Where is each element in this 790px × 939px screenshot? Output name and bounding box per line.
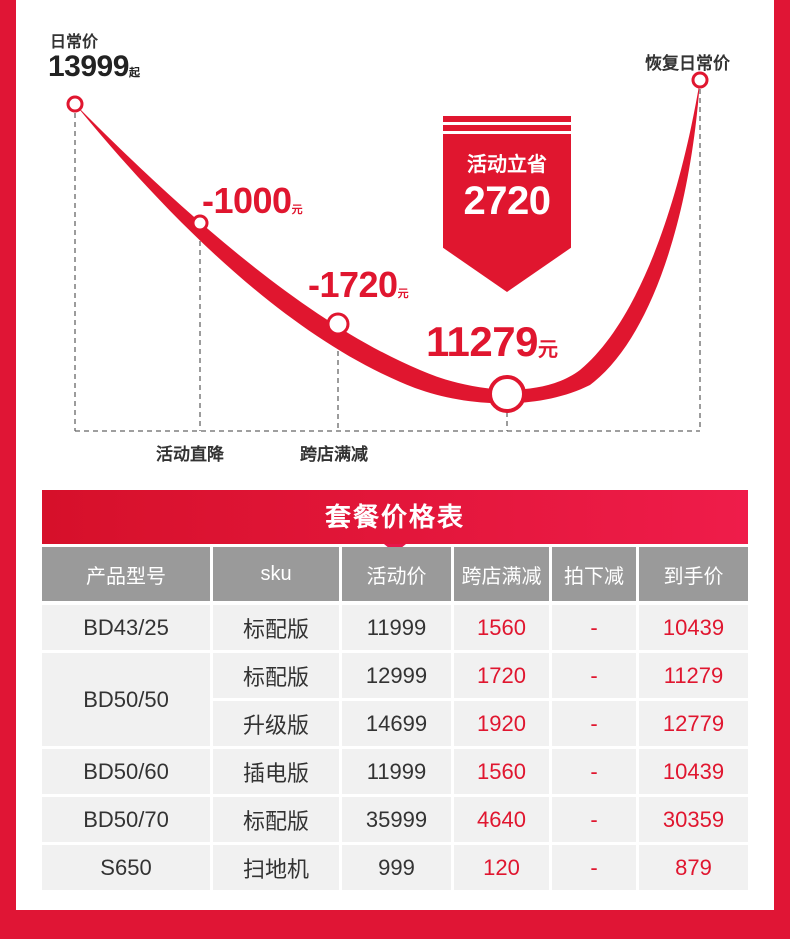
cell-price: 11999 (342, 601, 454, 650)
header-final: 到手价 (639, 547, 748, 601)
start-price-suffix: 起 (128, 67, 140, 79)
drop1-group: -1000元 (202, 180, 303, 222)
cell-price: 14699 (342, 698, 454, 746)
final-price-group: 11279元 (426, 318, 558, 366)
cell-discount: 4640 (454, 794, 552, 842)
marker-step1 (191, 214, 209, 232)
cell-final: 30359 (639, 794, 748, 842)
cell-price: 11999 (342, 746, 454, 794)
header-sku: sku (213, 547, 342, 601)
cell-sku: 插电版 (213, 746, 342, 794)
cell-final: 10439 (639, 746, 748, 794)
badge-amount: 2720 (463, 179, 551, 223)
cell-minus: - (552, 601, 639, 650)
cell-sku: 标配版 (213, 794, 342, 842)
marker-low (488, 375, 526, 413)
end-label: 恢复日常价 (645, 54, 730, 73)
cell-discount: 1560 (454, 601, 552, 650)
step1-label: 活动直降 (156, 445, 224, 464)
final-price: 11279 (426, 318, 538, 365)
cell-discount: 1920 (454, 698, 552, 746)
cell-minus: - (552, 650, 639, 698)
cell-minus: - (552, 842, 639, 890)
header-minus: 拍下减 (552, 547, 639, 601)
table-row: 升级版 14699 1920 - 12779 (42, 698, 748, 746)
cell-sku: 标配版 (213, 601, 342, 650)
cell-final: 12779 (639, 698, 748, 746)
cell-model: S650 (42, 842, 213, 890)
table-row: BD50/60 插电版 11999 1560 - 10439 (42, 746, 748, 794)
price-curve-graphic (66, 71, 709, 432)
marker-step2 (326, 312, 350, 336)
badge-stripe (443, 125, 571, 131)
cell-discount: 1720 (454, 650, 552, 698)
drop1-amount: -1000 (202, 180, 292, 221)
cell-discount: 1560 (454, 746, 552, 794)
cell-sku: 升级版 (213, 698, 342, 746)
price-curve-band (75, 80, 700, 404)
cell-model: BD50/70 (42, 794, 213, 842)
drop2-amount: -1720 (308, 264, 398, 305)
cell-model: BD43/25 (42, 601, 213, 650)
table-header-row: 产品型号 sku 活动价 跨店满减 拍下减 到手价 (42, 547, 748, 601)
header-discount: 跨店满减 (454, 547, 552, 601)
cell-sku: 扫地机 (213, 842, 342, 890)
drop1-unit: 元 (291, 204, 303, 216)
cell-sku: 标配版 (213, 650, 342, 698)
badge-stripe (443, 116, 571, 122)
header-model: 产品型号 (42, 547, 213, 601)
price-table: 产品型号 sku 活动价 跨店满减 拍下减 到手价 BD43/25 标配版 11… (42, 547, 748, 890)
cell-model: BD50/50 (42, 650, 213, 746)
cell-minus: - (552, 698, 639, 746)
table-row: BD50/70 标配版 35999 4640 - 30359 (42, 794, 748, 842)
cell-final: 10439 (639, 601, 748, 650)
table-title-banner: 套餐价格表 (42, 490, 748, 544)
cell-minus: - (552, 794, 639, 842)
table-row: BD43/25 标配版 11999 1560 - 10439 (42, 601, 748, 650)
start-price: 13999 (48, 50, 129, 83)
cell-discount: 120 (454, 842, 552, 890)
cell-model: BD50/60 (42, 746, 213, 794)
drop2-group: -1720元 (308, 264, 409, 306)
header-price: 活动价 (342, 547, 454, 601)
table-row: S650 扫地机 999 120 - 879 (42, 842, 748, 890)
cell-final: 11279 (639, 650, 748, 698)
table-row: BD50/50 标配版 12999 1720 - 11279 (42, 650, 748, 746)
badge-title: 活动立省 (467, 154, 547, 176)
start-price-group: 13999起 (48, 50, 140, 84)
cell-final: 879 (639, 842, 748, 890)
cell-price: 999 (342, 842, 454, 890)
savings-badge: 活动立省 2720 (443, 116, 571, 292)
start-label: 日常价 (50, 34, 99, 51)
badge-body: 活动立省 2720 (443, 134, 571, 292)
drop2-unit: 元 (397, 288, 409, 300)
marker-start (66, 95, 84, 113)
cell-price: 35999 (342, 794, 454, 842)
cell-minus: - (552, 746, 639, 794)
marker-end (691, 71, 709, 89)
cell-price: 12999 (342, 650, 454, 698)
final-price-unit: 元 (537, 339, 558, 361)
step2-label: 跨店满减 (300, 445, 368, 464)
